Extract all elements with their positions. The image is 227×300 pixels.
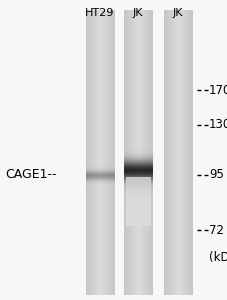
Text: JK: JK <box>172 8 183 18</box>
Text: JK: JK <box>132 8 143 18</box>
Text: 130: 130 <box>208 118 227 131</box>
Text: 170: 170 <box>208 83 227 97</box>
Text: 95: 95 <box>208 169 223 182</box>
Text: CAGE1--: CAGE1-- <box>5 169 56 182</box>
Text: 72: 72 <box>208 224 223 236</box>
Text: HT29: HT29 <box>85 8 114 18</box>
Text: (kD): (kD) <box>208 251 227 265</box>
